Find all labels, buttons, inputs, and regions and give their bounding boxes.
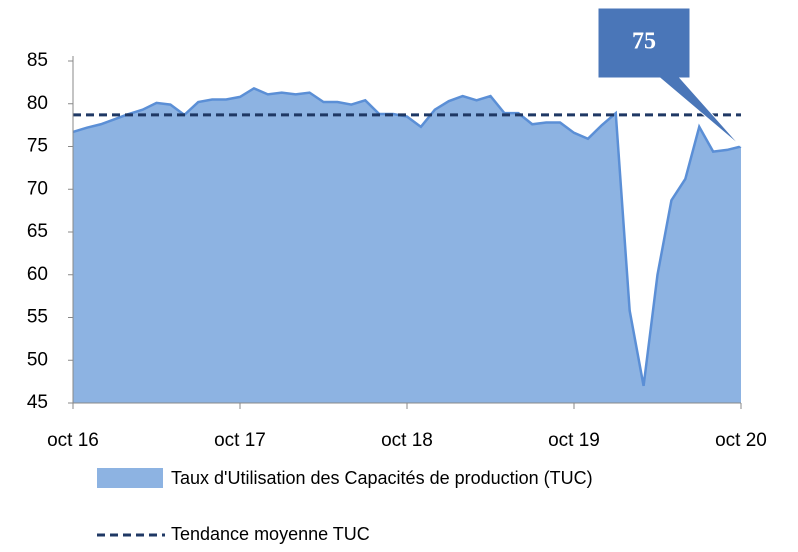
y-tick-label: 45 [27, 392, 48, 413]
callout-label: 75 [632, 29, 656, 55]
x-tick-label: oct 19 [548, 430, 600, 451]
y-tick-label: 75 [27, 136, 48, 157]
y-tick-label: 80 [27, 93, 48, 114]
x-tick-label: oct 17 [214, 430, 266, 451]
x-tick-label: oct 20 [715, 430, 767, 451]
y-tick-label: 55 [27, 307, 48, 328]
callout-box [597, 7, 742, 147]
x-tick-label: oct 16 [47, 430, 99, 451]
y-tick-label: 65 [27, 221, 48, 242]
y-tick-label: 85 [27, 50, 48, 71]
y-tick-label: 70 [27, 178, 48, 199]
area [73, 88, 741, 404]
y-tick-label: 60 [27, 264, 48, 285]
x-tick-label: oct 18 [381, 430, 433, 451]
legend-label: Taux d'Utilisation des Capacités de prod… [171, 468, 593, 488]
legend-swatch [97, 468, 163, 488]
y-tick-label: 50 [27, 349, 48, 370]
legend-label: Tendance moyenne TUC [171, 524, 370, 544]
